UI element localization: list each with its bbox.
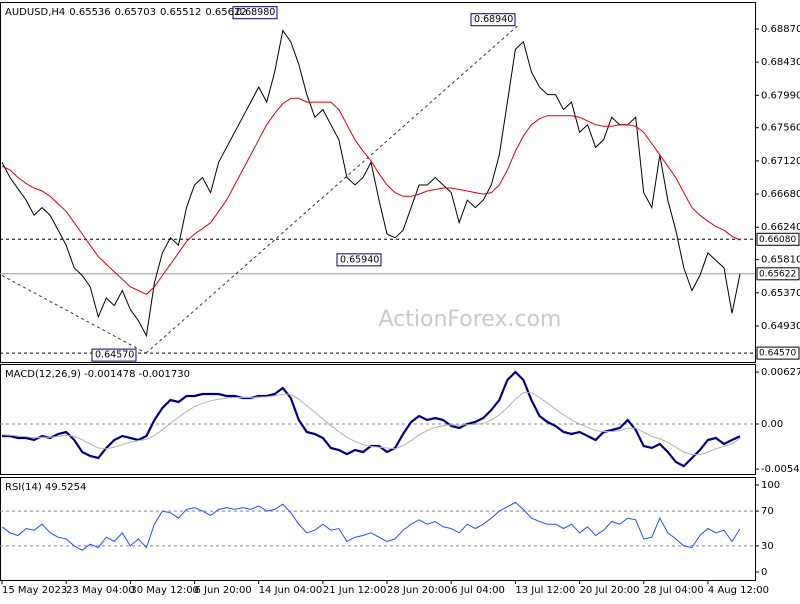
level-label: 0.65622 [759, 269, 796, 279]
y-tick-label: 0.65370 [761, 288, 800, 299]
x-tick-label: 30 May 12:00 [130, 585, 199, 596]
watermark: ActionForex.com [379, 307, 562, 332]
annotation-box [470, 13, 516, 27]
x-tick-label: 23 May 04:00 [66, 585, 135, 596]
series-line [1, 392, 741, 456]
x-tick-label: 6 Jul 04:00 [451, 585, 505, 596]
y-tick-label: 0.68430 [761, 57, 800, 68]
x-tick-label: 28 Jun 20:00 [387, 585, 451, 596]
y-tick-label: 0.68870 [761, 24, 800, 35]
panel-title: AUDUSD,H4 0.65536 0.65703 0.65512 0.65622 [5, 7, 247, 18]
level-label: 0.66080 [759, 235, 796, 245]
annotation-label: 0.64570 [95, 350, 134, 361]
x-tick-label: 15 May 2023 [2, 585, 67, 596]
header-value: 0.65512 [160, 7, 201, 18]
annotation-box [232, 6, 278, 20]
x-tick-label: 21 Jun 12:00 [323, 585, 387, 596]
panel-title-text: RSI(14) 49.5254 [5, 482, 86, 493]
level-label-box [756, 267, 800, 281]
header-value: 0.65622 [205, 7, 246, 18]
y-tick-label: 0.67990 [761, 90, 800, 101]
annotation-box [336, 253, 382, 267]
panel-frame [0, 364, 756, 475]
y-tick-label: 0.66240 [761, 222, 800, 233]
y-tick-label: 0.67120 [761, 156, 800, 167]
header-value: 0.65536 [69, 7, 110, 18]
x-tick-label: 14 Jun 04:00 [259, 585, 323, 596]
annotation-box [91, 348, 137, 362]
y-tick-label: -0.005446 [761, 464, 800, 475]
panel-title-text: AUDUSD,H4 [5, 7, 65, 18]
panel-frame [0, 2, 756, 363]
panel-title: MACD(12,26,9) -0.001478 -0.001730 [5, 369, 190, 380]
y-tick-label: 100 [761, 480, 780, 491]
y-tick-label: 0.65810 [761, 255, 800, 266]
annotation-label: 0.65940 [340, 254, 379, 265]
header-value: 0.65703 [115, 7, 156, 18]
level-label-box [756, 346, 800, 360]
level-label: 0.64570 [759, 349, 796, 359]
annotation-label: 0.68980 [236, 7, 275, 18]
series-line [1, 29, 741, 338]
trendline [145, 23, 521, 354]
y-tick-label: 0.00 [761, 419, 783, 430]
panel-frame [0, 477, 756, 581]
panel-title: RSI(14) 49.5254 [5, 482, 86, 493]
x-tick-label: 13 Jul 12:00 [515, 585, 575, 596]
panel-title-text: MACD(12,26,9) -0.001478 -0.001730 [5, 369, 190, 380]
y-tick-label: 0.66680 [761, 189, 800, 200]
level-label-box [756, 232, 800, 246]
y-tick-label: 0.67560 [761, 123, 800, 134]
y-tick-label: 30 [761, 541, 774, 552]
y-tick-label: 0.64930 [761, 321, 800, 332]
x-tick-label: 4 Aug 12:00 [708, 585, 769, 596]
x-tick-label: 20 Jul 20:00 [580, 585, 640, 596]
series-line [1, 501, 741, 551]
series-line [1, 97, 741, 295]
x-tick-label: 28 Jul 04:00 [644, 585, 704, 596]
y-tick-label: 70 [761, 506, 774, 517]
y-tick-label: 0.006275 [761, 367, 800, 378]
annotation-label: 0.68940 [474, 14, 513, 25]
x-tick-label: 6 Jun 20:00 [195, 585, 252, 596]
y-tick-label: 0 [761, 567, 767, 578]
